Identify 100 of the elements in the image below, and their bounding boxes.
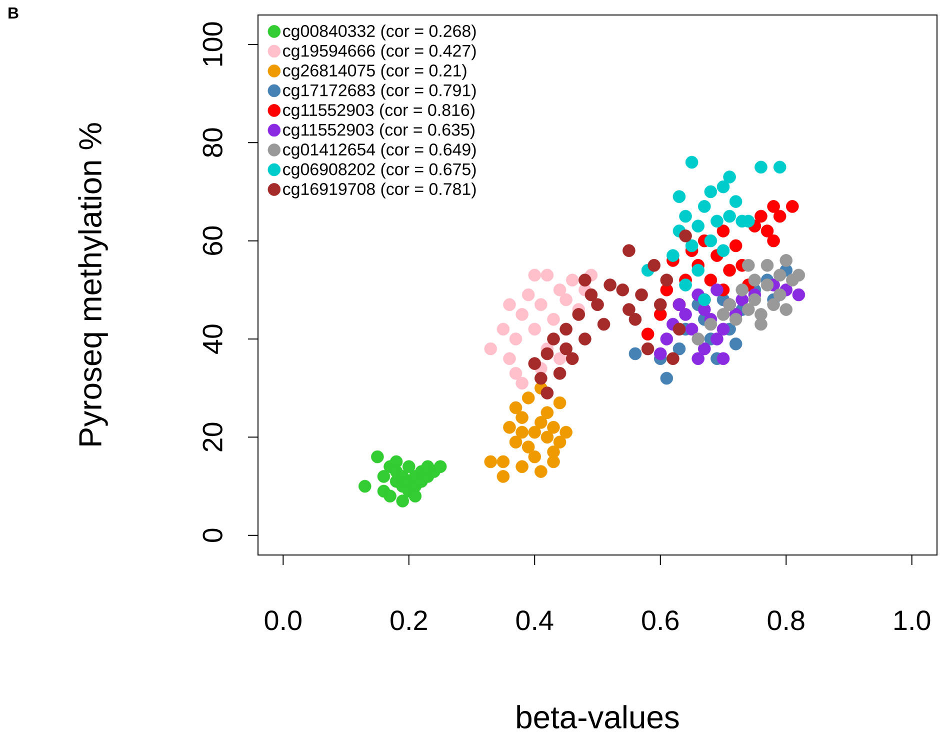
point <box>641 328 654 340</box>
point <box>628 347 642 360</box>
legend-label: cg01412654 (cor = 0.649) <box>283 143 476 159</box>
point <box>685 156 698 169</box>
point <box>560 293 572 306</box>
point <box>660 332 674 346</box>
point <box>534 465 548 478</box>
legend-label: cg16919708 (cor = 0.781) <box>283 182 476 198</box>
point <box>742 258 755 272</box>
legend-label: cg06908202 (cor = 0.675) <box>283 162 476 179</box>
point <box>704 185 718 198</box>
point <box>384 490 396 502</box>
point <box>604 278 616 292</box>
point <box>522 392 535 404</box>
point <box>547 420 560 434</box>
point <box>648 258 660 272</box>
x-tick-label: 0.2 <box>390 610 427 630</box>
point <box>654 347 667 360</box>
point <box>553 352 566 366</box>
point <box>528 322 542 336</box>
point <box>534 298 548 312</box>
point <box>528 426 542 439</box>
point <box>402 460 416 474</box>
point <box>767 200 780 213</box>
point <box>434 460 447 474</box>
legend-label: cg11552903 (cor = 0.816) <box>283 104 474 120</box>
point <box>540 430 554 444</box>
point <box>736 284 749 296</box>
x-tick-label: 0.4 <box>516 610 554 630</box>
point <box>692 332 704 346</box>
point <box>635 288 648 302</box>
point <box>685 239 698 252</box>
point <box>716 352 730 366</box>
point <box>560 426 572 439</box>
point <box>516 426 528 439</box>
y-tick-label: 20 <box>202 422 222 452</box>
point <box>516 460 528 474</box>
point <box>560 342 572 356</box>
point <box>534 416 548 429</box>
point <box>704 234 718 248</box>
point <box>773 160 786 174</box>
point <box>578 274 592 286</box>
point <box>666 352 680 366</box>
x-tick-label: 0.6 <box>642 610 679 630</box>
y-tick-label: 80 <box>202 128 222 157</box>
point <box>566 274 579 286</box>
point <box>773 210 786 223</box>
point <box>358 480 372 493</box>
point <box>547 312 560 326</box>
point <box>484 455 498 468</box>
y-tick-label: 40 <box>202 324 222 354</box>
y-axis-title: Pyroseq methylation % <box>78 123 108 446</box>
point <box>553 284 566 296</box>
y-tick-label: 60 <box>202 226 222 255</box>
legend-label: cg19594666 (cor = 0.427) <box>283 44 476 60</box>
point <box>704 274 718 286</box>
point <box>566 352 579 366</box>
point <box>528 268 542 282</box>
point <box>716 308 730 321</box>
point <box>716 224 730 238</box>
point <box>729 312 742 326</box>
point <box>672 342 686 356</box>
y-tick-label: 0 <box>202 528 222 542</box>
point <box>408 490 422 502</box>
point <box>754 160 768 174</box>
point <box>742 303 755 316</box>
point <box>547 332 560 346</box>
point <box>516 376 528 390</box>
point <box>553 396 566 410</box>
point <box>522 440 535 454</box>
point <box>792 288 806 302</box>
text: B <box>8 8 18 18</box>
point <box>716 322 730 336</box>
point <box>692 352 704 366</box>
point <box>760 224 774 238</box>
point <box>723 210 736 223</box>
point <box>729 338 742 350</box>
point <box>628 312 642 326</box>
x-tick-label: 1.0 <box>894 610 930 630</box>
legend-label: cg00840332 (cor = 0.268) <box>283 24 476 40</box>
point <box>553 366 566 380</box>
point <box>591 298 604 312</box>
point <box>679 308 692 321</box>
point <box>377 470 390 483</box>
point <box>540 347 554 360</box>
point <box>729 239 742 252</box>
point <box>371 450 384 464</box>
point <box>641 342 654 356</box>
point <box>496 322 510 336</box>
point <box>660 372 674 385</box>
point <box>534 372 548 385</box>
point <box>792 268 806 282</box>
legend-label: cg17172683 (cor = 0.791) <box>283 84 476 100</box>
point <box>716 244 730 258</box>
point <box>509 366 522 380</box>
point <box>528 450 542 464</box>
point <box>760 278 774 292</box>
legend-label: cg11552903 (cor = 0.635) <box>283 123 474 140</box>
point <box>503 298 516 312</box>
point <box>767 298 780 312</box>
